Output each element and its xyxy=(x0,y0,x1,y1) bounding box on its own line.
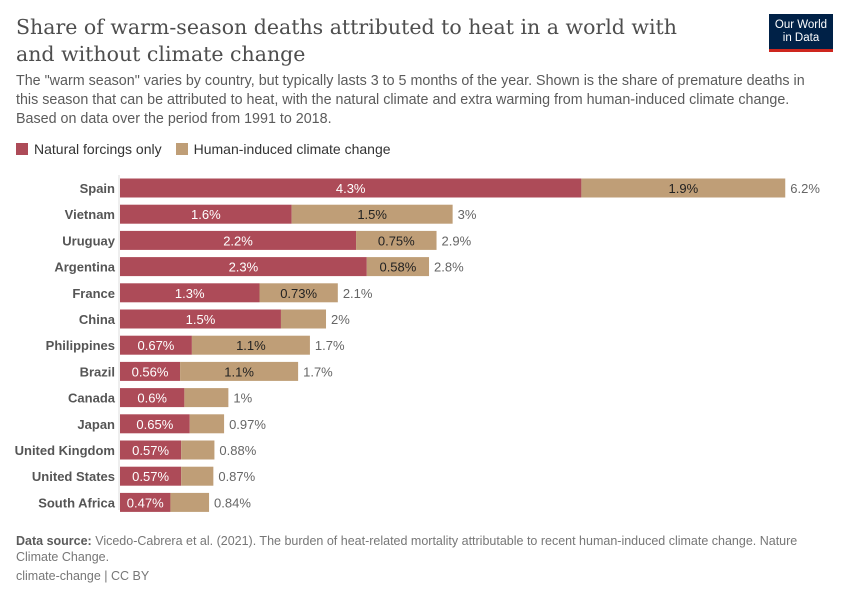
source-note: Data source: Vicedo-Cabrera et al. (2021… xyxy=(16,533,836,565)
data-label: 0.47% xyxy=(127,495,164,510)
data-label: 0.57% xyxy=(132,443,169,458)
bar-segment-natural xyxy=(120,335,192,355)
source-text: Vicedo-Cabrera et al. (2021). The burden… xyxy=(16,534,798,564)
total-label: 2.9% xyxy=(442,233,472,248)
category-label: Uruguay xyxy=(62,233,116,248)
data-label: 0.57% xyxy=(132,469,169,484)
total-label: 6.2% xyxy=(790,181,820,196)
bar-segment-human xyxy=(181,466,214,486)
total-label: 0.97% xyxy=(229,417,266,432)
bar-segment-natural xyxy=(120,230,357,250)
bar-segment-human xyxy=(180,361,299,381)
data-label: 0.67% xyxy=(138,338,175,353)
bar-segment-natural xyxy=(120,309,281,329)
bar-segment-human xyxy=(581,178,786,198)
source-label: Data source: xyxy=(16,534,92,548)
bar-segment-human xyxy=(191,335,310,355)
data-label: 0.58% xyxy=(379,260,416,275)
bar-segment-natural xyxy=(120,361,181,381)
total-label: 0.84% xyxy=(214,495,251,510)
data-label: 1.9% xyxy=(669,181,699,196)
total-label: 2.8% xyxy=(434,260,464,275)
category-label: Argentina xyxy=(54,260,115,275)
data-label: 1.5% xyxy=(357,207,387,222)
category-label: Japan xyxy=(77,417,115,432)
total-label: 2.1% xyxy=(343,286,373,301)
bar-segment-natural xyxy=(120,492,171,512)
category-label: United States xyxy=(32,469,115,484)
legend-label-human: Human-induced climate change xyxy=(193,141,391,157)
bar-segment-natural xyxy=(120,388,185,408)
data-label: 1.1% xyxy=(236,338,266,353)
legend-swatch-human xyxy=(175,143,188,155)
category-label: South Africa xyxy=(38,495,116,510)
legend-item-human[interactable]: Human-induced climate change xyxy=(175,141,391,157)
total-label: 0.88% xyxy=(219,443,256,458)
category-label: Canada xyxy=(68,391,116,406)
bar-segment-natural xyxy=(120,257,367,277)
legend: Natural forcings only Human-induced clim… xyxy=(16,141,391,157)
bar-chart: Spain 4.3% 1.9% 6.2% Vietnam 1.6% 1.5% 3% Urugua… xyxy=(15,175,820,512)
data-label: 4.3% xyxy=(336,181,366,196)
chart-subtitle: The "warm season" varies by country, but… xyxy=(16,73,805,127)
data-label: 0.6% xyxy=(137,391,167,406)
total-label: 0.87% xyxy=(218,469,255,484)
category-label: United Kingdom xyxy=(15,443,115,458)
data-label: 0.56% xyxy=(132,364,169,379)
total-label: 2% xyxy=(331,312,350,327)
bar-segment-human xyxy=(280,309,327,329)
data-label: 2.2% xyxy=(223,233,253,248)
bar-segment-human xyxy=(189,414,225,434)
bar-segment-natural xyxy=(120,283,260,303)
legend-item-natural[interactable]: Natural forcings only xyxy=(16,141,162,157)
data-label: 0.65% xyxy=(136,417,173,432)
bar-segment-human xyxy=(184,388,229,408)
bar-segment-human xyxy=(181,440,215,460)
total-label: 1.7% xyxy=(315,338,345,353)
chart-title: Share of warm-season deaths attributed t… xyxy=(16,15,677,66)
data-label: 1.6% xyxy=(191,207,221,222)
data-label: 1.3% xyxy=(175,286,205,301)
bar-segment-natural xyxy=(120,414,190,434)
data-label: 0.75% xyxy=(378,233,415,248)
total-label: 3% xyxy=(458,207,477,222)
license-note: climate-change | CC BY xyxy=(16,569,150,583)
data-label: 1.5% xyxy=(186,312,216,327)
bar-segment-natural xyxy=(120,466,182,486)
legend-label-natural: Natural forcings only xyxy=(34,141,162,157)
bar-segment-natural xyxy=(120,204,292,224)
category-label: Philippines xyxy=(46,338,115,353)
data-label: 1.1% xyxy=(224,364,254,379)
category-label: Brazil xyxy=(80,364,115,379)
bar-segment-human xyxy=(291,204,453,224)
category-label: Spain xyxy=(80,181,115,196)
bar-segment-human xyxy=(259,283,338,303)
total-label: 1% xyxy=(233,391,252,406)
legend-swatch-natural xyxy=(16,143,28,155)
bar-segment-human xyxy=(366,257,430,277)
owid-logo[interactable]: Our World in Data xyxy=(769,14,833,52)
bar-segment-natural xyxy=(120,440,182,460)
total-label: 1.7% xyxy=(303,364,333,379)
category-label: China xyxy=(79,312,116,327)
data-label: 2.3% xyxy=(229,260,259,275)
bar-segment-natural xyxy=(120,178,582,198)
category-label: Vietnam xyxy=(65,207,115,222)
category-label: France xyxy=(72,286,115,301)
data-label: 0.73% xyxy=(280,286,317,301)
bar-segment-human xyxy=(356,230,437,250)
bar-segment-human xyxy=(170,492,210,512)
